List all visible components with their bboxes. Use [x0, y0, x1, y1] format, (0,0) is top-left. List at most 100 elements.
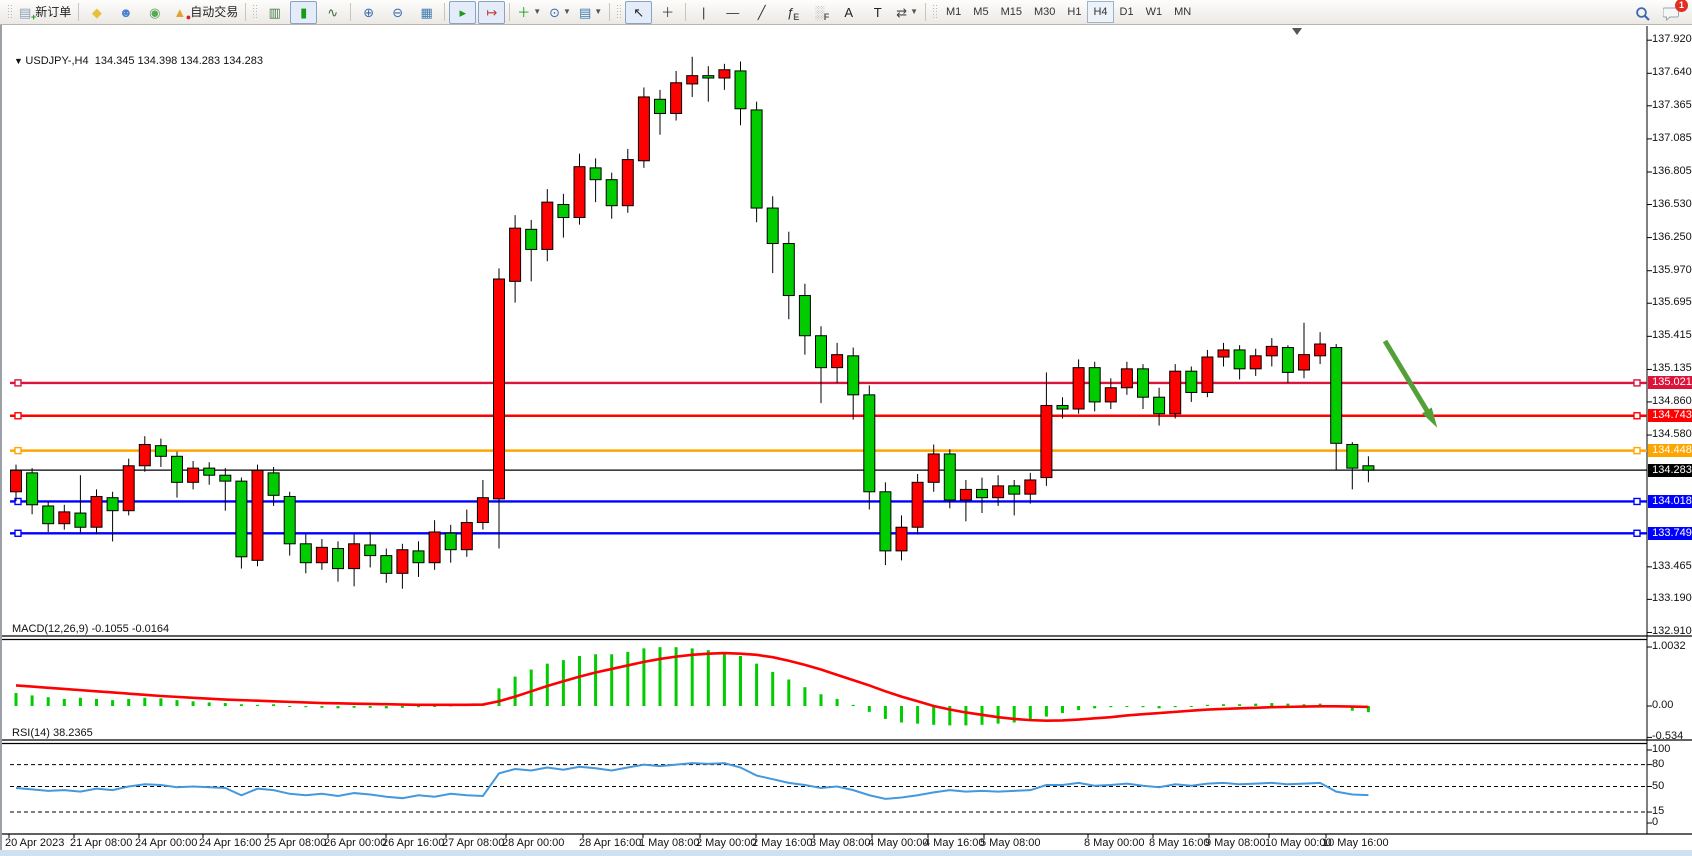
zoom-in-button[interactable]: ⊕: [355, 1, 382, 24]
dropdown-caret-icon[interactable]: ▼: [533, 7, 542, 16]
candle-body[interactable]: [1185, 370, 1198, 393]
line-anchor-marker[interactable]: [1633, 529, 1641, 537]
line-anchor-marker[interactable]: [14, 529, 22, 537]
candle-body[interactable]: [863, 394, 876, 493]
candle-body[interactable]: [1104, 387, 1117, 403]
candle-body[interactable]: [686, 75, 699, 85]
line-anchor-marker[interactable]: [14, 379, 22, 387]
timeframe-d1-button[interactable]: D1: [1119, 6, 1134, 18]
candle-body[interactable]: [283, 496, 296, 545]
candlestick-chart-type-button[interactable]: ▮: [290, 0, 318, 24]
candle-body[interactable]: [1314, 343, 1327, 357]
arrow-objects-button[interactable]: ⇄ ▼: [893, 1, 921, 24]
line-anchor-marker[interactable]: [1633, 497, 1641, 506]
notifications-button[interactable]: 1: [1658, 0, 1688, 25]
candle-body[interactable]: [621, 159, 634, 207]
candle-body[interactable]: [798, 295, 811, 337]
candle-body[interactable]: [992, 485, 1005, 499]
candle-body[interactable]: [734, 70, 747, 110]
timeframe-h1-button[interactable]: H1: [1067, 6, 1082, 18]
candle-body[interactable]: [428, 531, 441, 564]
timeframe-m5-button[interactable]: M5: [973, 6, 989, 18]
chart-canvas[interactable]: [2, 25, 1692, 856]
line-anchor-marker[interactable]: [1633, 446, 1641, 455]
new-order-button[interactable]: ▤ + 新订单: [16, 1, 74, 24]
toolbar-grip[interactable]: [252, 4, 258, 20]
text-label-button[interactable]: T: [864, 1, 891, 24]
candle-body[interactable]: [911, 481, 924, 528]
candle-body[interactable]: [187, 467, 200, 483]
candle-body[interactable]: [525, 228, 538, 250]
dropdown-caret-icon[interactable]: ▼: [910, 7, 919, 16]
timeframe-w1-button[interactable]: W1: [1145, 6, 1163, 18]
candle-body[interactable]: [171, 455, 183, 483]
dropdown-caret-icon[interactable]: ▼: [594, 7, 603, 16]
candle-body[interactable]: [42, 505, 55, 525]
candle-body[interactable]: [380, 555, 393, 574]
toolbar-grip[interactable]: [7, 4, 12, 20]
text-button[interactable]: A: [835, 1, 862, 24]
fibo-grid-button[interactable]: ░ F: [806, 1, 833, 24]
candle-body[interactable]: [782, 243, 795, 297]
candle-body[interactable]: [235, 480, 248, 558]
candle-body[interactable]: [750, 109, 763, 209]
auto-scroll-button[interactable]: ▸: [449, 0, 477, 24]
periods-button[interactable]: ⊙ ▼: [546, 1, 574, 24]
chart-shift-button[interactable]: ↦: [478, 0, 506, 24]
vertical-line-button[interactable]: |: [690, 1, 717, 24]
dropdown-caret-icon[interactable]: ▼: [563, 7, 571, 16]
tile-windows-button[interactable]: ▦: [413, 1, 440, 24]
candle-body[interactable]: [348, 543, 361, 570]
line-anchor-marker[interactable]: [14, 497, 22, 506]
candle-body[interactable]: [766, 207, 779, 245]
candle-body[interactable]: [702, 75, 715, 79]
candle-body[interactable]: [493, 278, 505, 500]
candle-body[interactable]: [396, 549, 409, 574]
candle-body[interactable]: [332, 548, 344, 570]
candle-body[interactable]: [1169, 370, 1182, 415]
candle-body[interactable]: [267, 472, 280, 496]
candle-body[interactable]: [1040, 404, 1053, 479]
trendline-button[interactable]: ╱: [748, 1, 775, 24]
candle-body[interactable]: [589, 167, 602, 181]
candle-body[interactable]: [154, 445, 167, 457]
timeframe-m1-button[interactable]: M1: [946, 6, 962, 18]
timeframe-mn-button[interactable]: MN: [1174, 6, 1192, 18]
candle-body[interactable]: [1088, 367, 1101, 403]
candle-body[interactable]: [1153, 396, 1166, 415]
candle-body[interactable]: [1137, 368, 1149, 398]
timeframe-m15-button[interactable]: M15: [1000, 6, 1022, 18]
candle-body[interactable]: [460, 522, 473, 551]
candle-body[interactable]: [1330, 347, 1343, 444]
line-anchor-marker[interactable]: [1633, 412, 1641, 420]
candle-body[interactable]: [557, 204, 570, 219]
candle-body[interactable]: [90, 496, 103, 528]
candle-body[interactable]: [219, 474, 232, 482]
templates-button[interactable]: ▤ ▼: [576, 1, 605, 24]
auto-trading-button[interactable]: ▲ ● 自动交易: [170, 1, 241, 24]
candle-body[interactable]: [605, 179, 618, 207]
line-anchor-marker[interactable]: [14, 446, 22, 455]
candle-body[interactable]: [251, 469, 264, 561]
candle-body[interactable]: [122, 465, 135, 512]
candle-body[interactable]: [1362, 465, 1375, 471]
search-button[interactable]: [1629, 2, 1656, 25]
candle-body[interactable]: [412, 550, 425, 564]
candle-body[interactable]: [364, 544, 377, 557]
profile-button[interactable]: ☻: [112, 1, 139, 24]
bar-chart-type-button[interactable]: ▥: [261, 1, 288, 24]
candle-body[interactable]: [1008, 485, 1021, 495]
candle-body[interactable]: [1281, 347, 1294, 373]
line-chart-type-button[interactable]: ∿: [319, 1, 346, 24]
zoom-out-button[interactable]: ⊖: [384, 1, 411, 24]
horizontal-line-button[interactable]: —: [719, 1, 746, 24]
candle-body[interactable]: [879, 491, 892, 552]
candle-body[interactable]: [106, 497, 119, 512]
candle-body[interactable]: [1072, 367, 1085, 410]
candle-body[interactable]: [654, 98, 666, 114]
trend-arrow-head[interactable]: [1422, 407, 1438, 428]
candle-body[interactable]: [58, 511, 71, 525]
timeframe-h4-button[interactable]: H4: [1087, 1, 1114, 23]
line-anchor-marker[interactable]: [14, 412, 22, 420]
candle-body[interactable]: [1201, 356, 1214, 393]
